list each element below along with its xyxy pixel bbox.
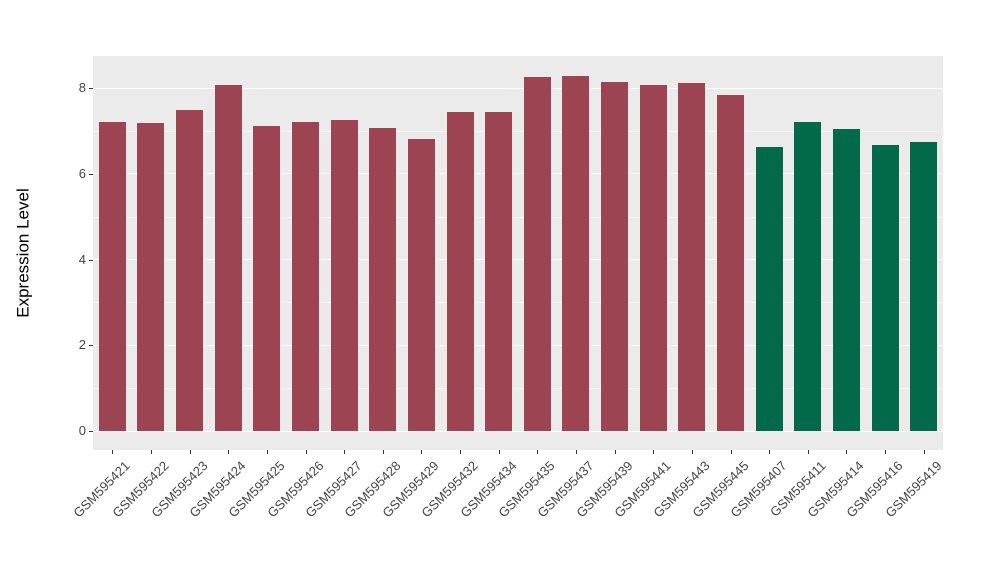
y-axis-tick <box>89 88 93 90</box>
x-axis-tick <box>769 450 771 454</box>
x-axis-tick <box>691 450 693 454</box>
y-axis-title: Expression Level <box>14 188 33 318</box>
y-axis-tick <box>89 173 93 175</box>
gridline-minor <box>93 302 943 304</box>
gridline-major <box>93 87 943 89</box>
bar <box>292 122 319 431</box>
y-axis-label: 8 <box>78 80 86 96</box>
bar <box>485 111 513 431</box>
x-axis-tick <box>614 450 616 454</box>
y-axis-title-container: Expression Level <box>10 56 38 450</box>
bar <box>214 84 242 431</box>
x-axis-tick <box>421 450 423 454</box>
gridline-minor <box>93 131 943 132</box>
gridline-major <box>93 344 943 346</box>
gridline-minor <box>93 216 943 218</box>
bar <box>176 109 204 431</box>
x-axis-tick <box>460 450 462 454</box>
x-axis-tick <box>150 450 152 454</box>
x-axis-tick <box>344 450 346 454</box>
plot-panel <box>93 56 943 450</box>
y-axis-label: 6 <box>78 165 86 181</box>
bar <box>407 138 435 431</box>
bar <box>446 111 474 431</box>
bar <box>871 144 899 431</box>
x-axis-tick <box>807 450 809 454</box>
bar <box>137 123 165 431</box>
x-axis-tick <box>730 450 732 454</box>
bar <box>98 122 126 431</box>
x-axis-tick <box>537 450 539 454</box>
x-axis-tick <box>305 450 307 454</box>
gridline-major <box>93 173 943 175</box>
bar <box>678 83 706 431</box>
bar <box>755 147 783 431</box>
y-axis-label: 2 <box>78 337 86 353</box>
bar <box>794 121 822 431</box>
x-axis-tick <box>498 450 500 454</box>
x-axis-tick <box>228 450 230 454</box>
gridline-major <box>93 259 943 261</box>
x-axis-tick <box>189 450 191 454</box>
bar <box>330 120 358 431</box>
x-axis-tick <box>923 450 925 454</box>
y-axis-label: 4 <box>78 251 86 267</box>
bar <box>562 76 590 431</box>
x-axis-tick <box>846 450 848 454</box>
bar <box>910 141 938 431</box>
y-axis-tick <box>89 431 93 432</box>
gridline-minor <box>93 388 943 390</box>
bar <box>639 84 667 431</box>
bar <box>253 125 281 431</box>
x-axis-tick <box>112 450 114 454</box>
y-axis-tick <box>89 345 93 347</box>
y-axis-label: 0 <box>78 423 86 438</box>
y-axis-tick <box>89 259 93 261</box>
x-axis-tick <box>885 450 887 454</box>
gridline-major <box>93 430 943 432</box>
x-axis-tick <box>575 450 577 454</box>
bar <box>832 129 860 431</box>
bar <box>717 94 744 431</box>
bar <box>601 81 629 431</box>
x-axis-tick <box>266 450 268 454</box>
x-axis-tick <box>382 450 384 454</box>
x-axis-tick <box>653 450 655 454</box>
bar <box>523 77 551 431</box>
bar <box>369 127 397 431</box>
